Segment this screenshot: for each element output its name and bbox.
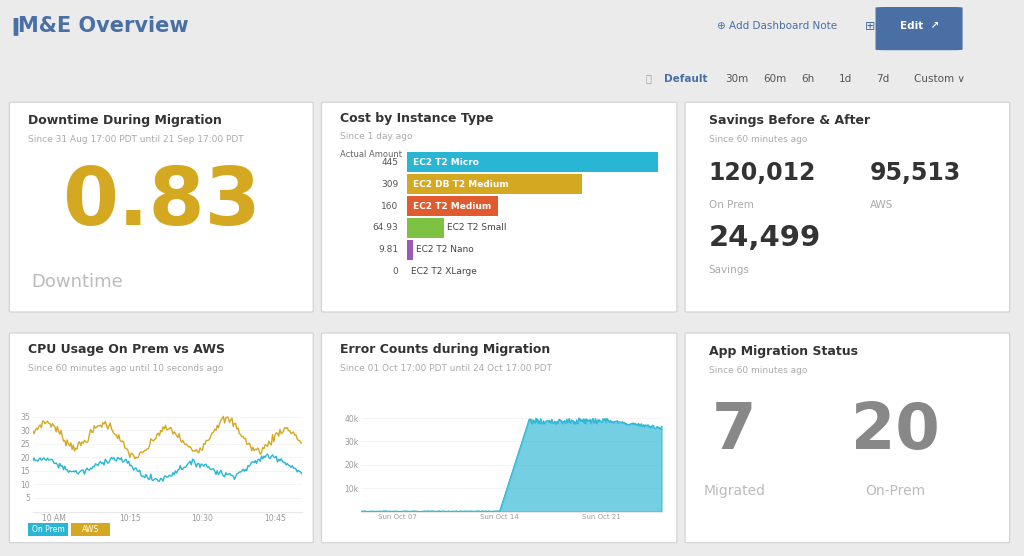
Text: 30m: 30m xyxy=(725,73,749,83)
Text: 24,499: 24,499 xyxy=(709,224,821,252)
Text: ⊞: ⊞ xyxy=(865,20,876,33)
Text: Edit  ↗: Edit ↗ xyxy=(900,21,939,31)
Text: Custom ∨: Custom ∨ xyxy=(914,73,966,83)
Text: Since 31 Aug 17:00 PDT until 21 Sep 17:00 PDT: Since 31 Aug 17:00 PDT until 21 Sep 17:0… xyxy=(29,135,244,144)
Text: App Migration Status: App Migration Status xyxy=(709,345,858,358)
Text: 0.83: 0.83 xyxy=(62,164,260,242)
FancyBboxPatch shape xyxy=(29,523,68,536)
Text: Error Counts during Migration: Error Counts during Migration xyxy=(340,343,551,356)
Text: 9.81: 9.81 xyxy=(379,245,398,254)
Text: 95,513: 95,513 xyxy=(870,161,962,185)
Text: Cost by Instance Type: Cost by Instance Type xyxy=(340,112,494,125)
Text: On Prem: On Prem xyxy=(32,525,65,534)
Text: EC2 DB T2 Medium: EC2 DB T2 Medium xyxy=(413,180,508,188)
Text: 445: 445 xyxy=(382,158,398,167)
Text: Savings Before & After: Savings Before & After xyxy=(709,115,869,127)
FancyBboxPatch shape xyxy=(876,7,963,50)
Text: Default: Default xyxy=(664,73,707,83)
Text: 7d: 7d xyxy=(877,73,890,83)
FancyBboxPatch shape xyxy=(685,333,1010,543)
FancyBboxPatch shape xyxy=(71,523,110,536)
Text: AWS: AWS xyxy=(870,200,893,210)
Text: AWS: AWS xyxy=(82,525,99,534)
Text: Since 60 minutes ago: Since 60 minutes ago xyxy=(709,135,807,144)
Text: 60m: 60m xyxy=(763,73,786,83)
Text: 160: 160 xyxy=(381,202,398,211)
FancyBboxPatch shape xyxy=(322,333,677,543)
Text: Migrated: Migrated xyxy=(703,484,766,498)
Text: Downtime: Downtime xyxy=(32,272,123,290)
Text: 20: 20 xyxy=(851,400,940,463)
Text: On Prem: On Prem xyxy=(709,200,754,210)
Text: EC2 T2 Nano: EC2 T2 Nano xyxy=(417,245,474,254)
FancyBboxPatch shape xyxy=(322,102,677,312)
FancyBboxPatch shape xyxy=(408,174,582,194)
Text: Since 01 Oct 17:00 PDT until 24 Oct 17:00 PDT: Since 01 Oct 17:00 PDT until 24 Oct 17:0… xyxy=(340,364,552,373)
Text: Actual Amount: Actual Amount xyxy=(340,150,402,159)
Text: 0: 0 xyxy=(393,267,398,276)
Text: EC2 T2 XLarge: EC2 T2 XLarge xyxy=(411,267,477,276)
Text: CPU Usage On Prem vs AWS: CPU Usage On Prem vs AWS xyxy=(29,343,225,356)
Text: 6h: 6h xyxy=(801,73,814,83)
Text: Since 60 minutes ago: Since 60 minutes ago xyxy=(709,366,807,375)
Text: 7: 7 xyxy=(713,400,757,463)
FancyBboxPatch shape xyxy=(9,102,313,312)
FancyBboxPatch shape xyxy=(685,102,1010,312)
Text: Since 60 minutes ago until 10 seconds ago: Since 60 minutes ago until 10 seconds ag… xyxy=(29,364,223,373)
Text: On-Prem: On-Prem xyxy=(865,484,926,498)
Text: EC2 T2 Small: EC2 T2 Small xyxy=(447,224,507,232)
FancyBboxPatch shape xyxy=(408,218,444,238)
Text: EC2 T2 Micro: EC2 T2 Micro xyxy=(413,158,478,167)
Text: Savings: Savings xyxy=(709,266,750,275)
Text: 120,012: 120,012 xyxy=(709,161,816,185)
Text: 1d: 1d xyxy=(839,73,852,83)
FancyBboxPatch shape xyxy=(408,196,498,216)
Text: ▐: ▐ xyxy=(8,17,17,35)
Text: M&E Overview: M&E Overview xyxy=(18,16,189,36)
FancyBboxPatch shape xyxy=(408,240,413,260)
Text: 64.93: 64.93 xyxy=(373,224,398,232)
Text: Since 1 day ago: Since 1 day ago xyxy=(340,132,413,141)
Text: EC2 T2 Medium: EC2 T2 Medium xyxy=(413,202,490,211)
Text: ⏱: ⏱ xyxy=(645,73,651,83)
FancyBboxPatch shape xyxy=(408,152,658,172)
FancyBboxPatch shape xyxy=(9,333,313,543)
Text: ⊕ Add Dashboard Note: ⊕ Add Dashboard Note xyxy=(717,21,837,31)
Text: 309: 309 xyxy=(381,180,398,188)
Text: Downtime During Migration: Downtime During Migration xyxy=(29,115,222,127)
